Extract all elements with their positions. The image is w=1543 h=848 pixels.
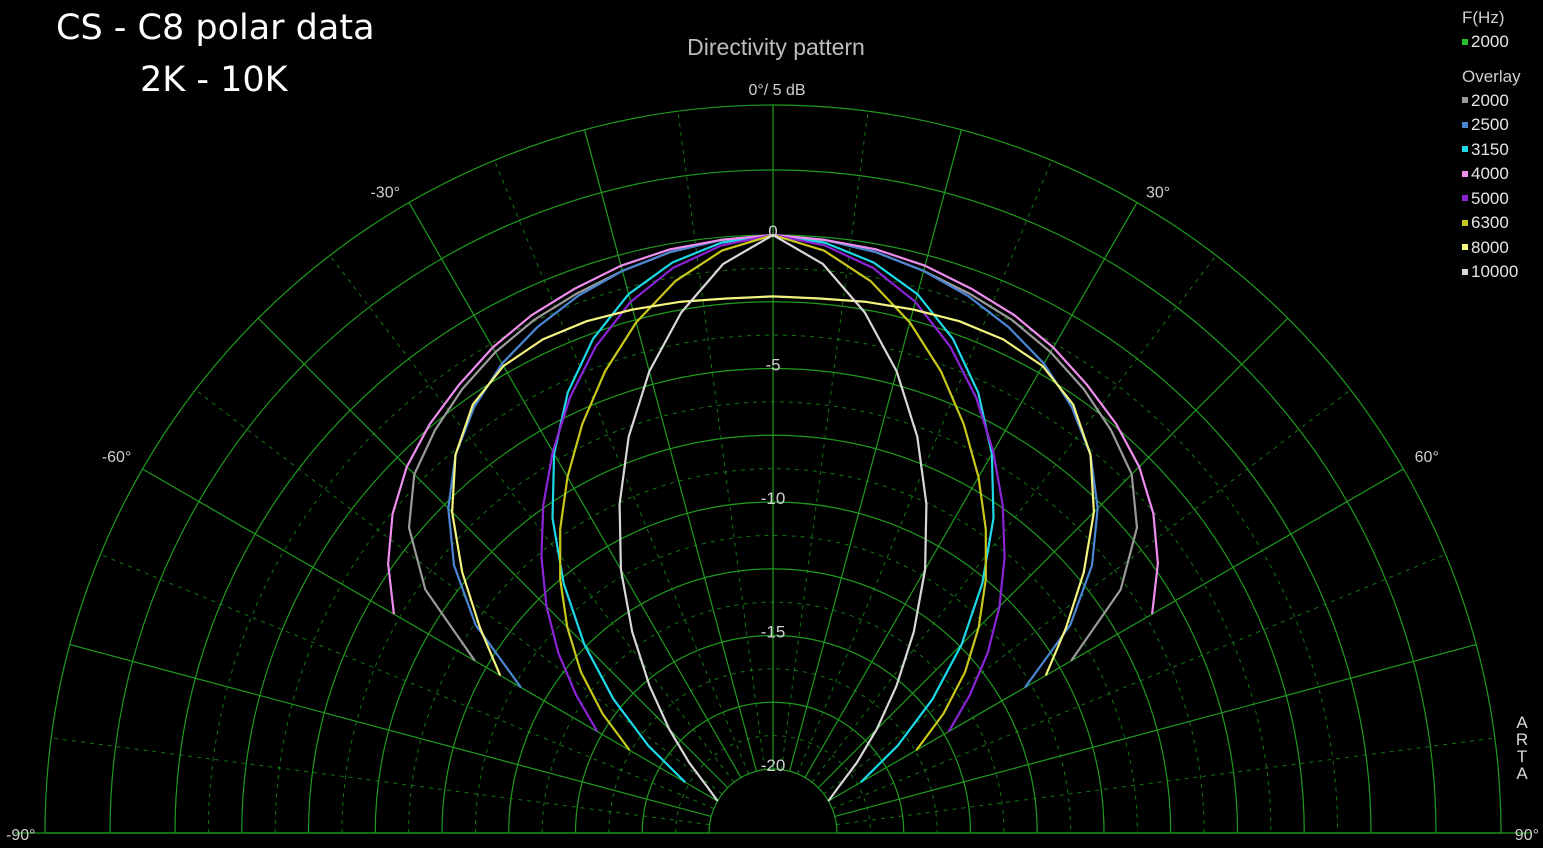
grid-spoke xyxy=(584,129,758,772)
legend-label: 6300 xyxy=(1471,213,1509,232)
grid-spoke-minor xyxy=(51,737,710,826)
grid-ring-minor xyxy=(474,534,1072,834)
chart-title: Directivity pattern xyxy=(687,34,865,60)
grid-spoke xyxy=(828,468,1404,802)
legend-swatch xyxy=(1462,195,1468,202)
radial-tick-label: -10 xyxy=(761,489,786,508)
legend-label: 4000 xyxy=(1471,164,1509,183)
radial-tick-label: -5 xyxy=(765,356,780,375)
legend-freq-header: F(Hz) xyxy=(1462,8,1505,27)
legend-item: 6300 xyxy=(1462,211,1521,236)
legend-item: 3150 xyxy=(1462,138,1521,163)
grid-spoke-minor xyxy=(831,553,1446,809)
grid-spoke xyxy=(142,468,718,802)
grid-ring-minor xyxy=(408,468,1138,834)
slide-title-line1: CS - C8 polar data xyxy=(56,8,375,48)
grid-spoke xyxy=(788,129,962,772)
legend-overlay-list: 2000 2500 3150 4000 5000 6300 8000 10000 xyxy=(1462,89,1521,285)
grid-spoke-minor xyxy=(100,553,715,809)
angle-tick-label: -60° xyxy=(102,449,132,466)
legend-label: 2500 xyxy=(1471,115,1509,134)
grid-spoke-minor xyxy=(780,111,869,770)
grid-spoke-minor xyxy=(329,255,735,783)
grid-spoke-minor xyxy=(836,737,1495,826)
legend-swatch xyxy=(1462,121,1468,128)
grid-spoke xyxy=(817,317,1289,789)
polar-grid xyxy=(15,104,1531,834)
angle-tick-label: 90° xyxy=(1515,827,1539,844)
legend-swatch xyxy=(1462,268,1468,275)
legend-label: 2000 xyxy=(1471,90,1509,110)
angle-tick-label: -30° xyxy=(370,184,400,201)
grid-spoke xyxy=(834,644,1477,818)
legend-label: 3150 xyxy=(1471,139,1509,159)
brand-letter: R xyxy=(1515,730,1529,749)
polar-curve-8000 xyxy=(451,295,1095,676)
legend-label: 8000 xyxy=(1471,237,1509,257)
grid-spoke xyxy=(257,317,729,789)
grid-spoke xyxy=(69,644,712,818)
grid-spoke-minor xyxy=(797,160,1053,775)
brand-letter: A xyxy=(1516,764,1528,783)
legend-swatch xyxy=(1462,219,1468,226)
brand-letter: T xyxy=(1516,747,1528,766)
scale-label: 0°/ 5 dB xyxy=(748,82,805,99)
grid-ring xyxy=(708,768,838,834)
legend-label: 5000 xyxy=(1471,188,1509,208)
legend-overlay-header: Overlay xyxy=(1462,66,1521,86)
grid-spoke xyxy=(408,202,742,778)
legend-item: 8000 xyxy=(1462,236,1521,261)
legend-current-item: 2000 xyxy=(1462,30,1521,55)
grid-ring-minor xyxy=(207,267,1339,834)
grid-spoke-minor xyxy=(195,389,723,795)
angle-tick-label: 60° xyxy=(1415,449,1439,466)
legend-label: 10000 xyxy=(1471,262,1519,281)
radial-tick-label: 0 xyxy=(768,222,777,241)
legend-item: 10000 xyxy=(1462,260,1521,285)
slide-title-line2: 2K - 10K xyxy=(140,60,288,100)
frequency-legend: F(Hz) 2000 Overlay 2000 2500 3150 4000 5000 6… xyxy=(1462,6,1521,285)
legend-swatch xyxy=(1462,170,1468,177)
legend-swatch xyxy=(1462,38,1468,45)
polar-curve-10000 xyxy=(618,233,928,802)
radial-tick-label: -15 xyxy=(761,623,786,642)
angle-tick-label: -90° xyxy=(6,827,36,844)
grid-spoke xyxy=(804,202,1138,778)
legend-swatch xyxy=(1462,97,1468,104)
grid-ring-minor xyxy=(274,334,1272,834)
polar-curves xyxy=(387,233,1159,802)
polar-labels: Directivity pattern 0°/ 5 dB 0 -5 -10 -15 -20 -… xyxy=(6,34,1539,844)
radial-tick-label: -20 xyxy=(761,756,786,775)
legend-swatch xyxy=(1462,146,1468,153)
legend-item: 5000 xyxy=(1462,187,1521,212)
legend-swatch xyxy=(1462,244,1468,251)
angle-tick-label: 30° xyxy=(1146,184,1170,201)
grid-ring-minor xyxy=(675,735,871,834)
legend-item: 2000 xyxy=(1462,89,1521,114)
legend-item: 2500 xyxy=(1462,113,1521,138)
grid-spoke-minor xyxy=(677,111,766,770)
brand-letter: A xyxy=(1516,713,1528,732)
grid-spoke-minor xyxy=(811,255,1217,783)
legend-item: 4000 xyxy=(1462,162,1521,187)
grid-spoke-minor xyxy=(823,389,1351,795)
legend-current-label: 2000 xyxy=(1471,32,1509,51)
grid-spoke-minor xyxy=(493,160,749,775)
